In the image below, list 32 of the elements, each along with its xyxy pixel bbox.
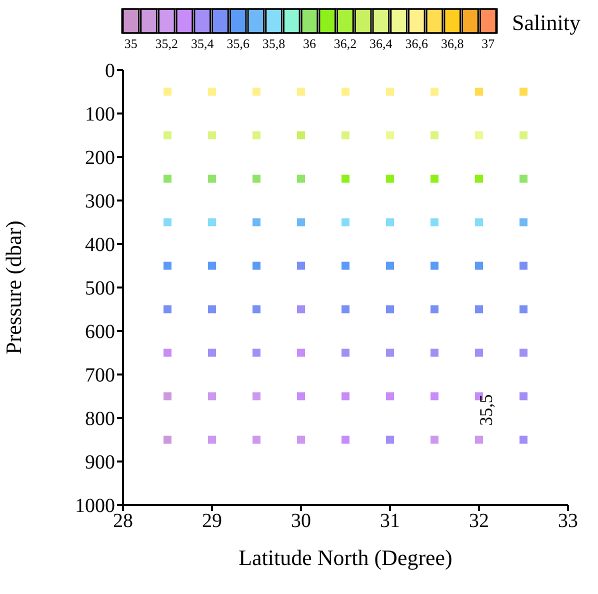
y-tick-label: 600 (85, 321, 115, 344)
color-bar-label: 35 (124, 36, 138, 51)
x-tick-label: 28 (113, 510, 133, 532)
color-bar-label: 35,6 (226, 36, 250, 51)
y-axis-title: Pressure (dbar) (0, 220, 26, 354)
y-tick-label: 500 (85, 278, 115, 300)
x-tick-label: 29 (202, 510, 222, 532)
y-tick-label: 300 (85, 190, 115, 213)
annotation: 35,5 (476, 394, 496, 426)
color-bar-label: 36,6 (405, 36, 429, 51)
color-bar-label: 36,4 (370, 36, 393, 51)
y-tick-label: 1000 (75, 495, 115, 518)
color-bar-label: 35,8 (262, 36, 286, 51)
y-tick-label: 700 (85, 364, 115, 387)
y-tick-label: 400 (85, 234, 115, 256)
color-bar-title: Salinity (512, 10, 580, 35)
x-tick-label: 31 (380, 510, 400, 532)
y-tick-label: 200 (85, 147, 115, 170)
y-tick-label: 100 (85, 104, 115, 126)
color-bar-label: 35,4 (190, 36, 214, 51)
y-tick-label: 0 (105, 60, 115, 82)
y-tick-label: 800 (85, 408, 115, 430)
x-tick-label: 32 (469, 510, 489, 532)
color-bar-label: 36,8 (440, 36, 464, 51)
x-tick-label: 30 (291, 510, 311, 532)
y-tick-label: 900 (85, 452, 115, 474)
x-tick-label: 33 (558, 510, 578, 532)
color-bar-label: 35,2 (155, 36, 178, 51)
x-axis-title: Latitude North (Degree) (238, 545, 452, 570)
color-bar-label: 36 (303, 36, 316, 51)
color-bar-label: 37 (482, 36, 496, 51)
color-bar-label: 36,2 (334, 36, 357, 51)
